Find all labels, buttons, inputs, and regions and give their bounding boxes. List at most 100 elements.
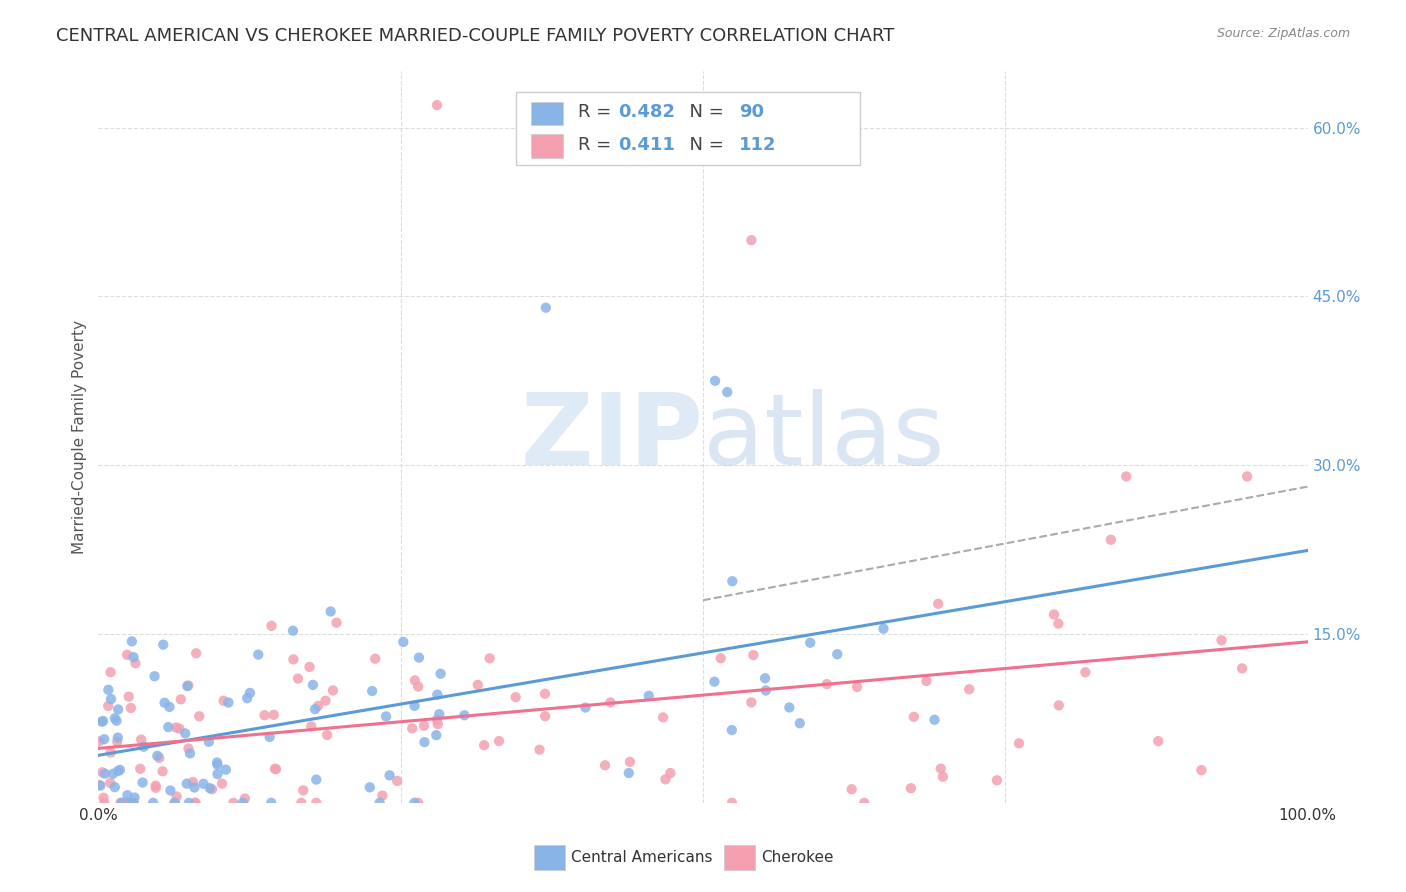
Point <box>654 772 676 787</box>
Point <box>132 739 155 754</box>
Point <box>305 772 328 787</box>
Point <box>233 791 256 805</box>
Point <box>325 615 347 630</box>
Point <box>292 783 315 797</box>
Point <box>929 762 952 776</box>
Point <box>115 648 138 662</box>
Point <box>163 796 186 810</box>
Point <box>100 746 122 760</box>
Point <box>427 707 450 722</box>
Point <box>1147 734 1170 748</box>
Point <box>472 738 495 752</box>
Point <box>426 98 449 112</box>
Point <box>89 779 111 793</box>
Text: Source: ZipAtlas.com: Source: ZipAtlas.com <box>1216 27 1350 40</box>
Text: CENTRAL AMERICAN VS CHEROKEE MARRIED-COUPLE FAMILY POVERTY CORRELATION CHART: CENTRAL AMERICAN VS CHEROKEE MARRIED-COU… <box>56 27 894 45</box>
Point <box>211 776 233 790</box>
Point <box>915 673 938 688</box>
FancyBboxPatch shape <box>516 92 860 165</box>
Point <box>177 679 200 693</box>
Point <box>378 768 401 782</box>
Point <box>170 692 193 706</box>
Point <box>659 766 682 780</box>
Point <box>198 735 221 749</box>
Point <box>299 719 322 733</box>
Point <box>122 650 145 665</box>
Point <box>100 692 122 706</box>
Point <box>107 764 129 778</box>
Point <box>107 702 129 716</box>
Point <box>755 683 778 698</box>
Point <box>305 796 328 810</box>
Point <box>90 714 112 729</box>
Point <box>401 722 423 736</box>
Point <box>534 687 557 701</box>
Point <box>122 796 145 810</box>
Point <box>104 780 127 794</box>
Point <box>201 782 224 797</box>
Point <box>815 677 838 691</box>
Point <box>408 650 430 665</box>
Point <box>593 758 616 772</box>
Point <box>637 689 659 703</box>
Point <box>322 683 344 698</box>
Point <box>152 764 174 779</box>
Point <box>368 796 391 810</box>
Point <box>232 796 254 810</box>
Point <box>1047 616 1070 631</box>
Point <box>174 726 197 740</box>
Text: N =: N = <box>678 136 730 154</box>
Point <box>166 789 188 804</box>
Point <box>406 796 429 810</box>
Point <box>212 694 235 708</box>
Point <box>159 699 181 714</box>
Point <box>152 638 174 652</box>
Point <box>287 672 309 686</box>
Point <box>177 796 200 810</box>
Point <box>120 701 142 715</box>
Point <box>129 732 152 747</box>
Point <box>207 767 229 781</box>
Point <box>617 766 640 780</box>
Point <box>193 777 215 791</box>
Point <box>846 680 869 694</box>
Point <box>404 796 426 810</box>
Point <box>704 374 727 388</box>
Point <box>239 686 262 700</box>
Point <box>205 756 228 770</box>
Point <box>429 666 451 681</box>
Point <box>121 634 143 648</box>
Point <box>425 728 447 742</box>
Text: Cherokee: Cherokee <box>761 850 834 864</box>
Point <box>129 762 152 776</box>
Text: R =: R = <box>578 136 623 154</box>
Point <box>1189 763 1212 777</box>
Point <box>1099 533 1122 547</box>
Point <box>124 790 146 805</box>
Point <box>253 708 276 723</box>
Point <box>841 782 863 797</box>
Point <box>1115 469 1137 483</box>
Text: 90: 90 <box>740 103 765 121</box>
Point <box>93 796 115 810</box>
Point <box>105 714 128 728</box>
Point <box>176 777 198 791</box>
Point <box>385 773 408 788</box>
Point <box>146 748 169 763</box>
Point <box>375 709 398 723</box>
Point <box>263 707 285 722</box>
Point <box>716 385 738 400</box>
Point <box>181 775 204 789</box>
Text: ZIP: ZIP <box>520 389 703 485</box>
Text: 0.411: 0.411 <box>619 136 675 154</box>
Point <box>105 734 128 748</box>
Point <box>215 763 238 777</box>
Point <box>124 656 146 670</box>
Point <box>159 783 181 797</box>
Point <box>534 301 557 315</box>
Point <box>599 695 621 709</box>
Point <box>467 678 489 692</box>
Point <box>264 762 287 776</box>
Point <box>872 622 894 636</box>
Point <box>778 700 800 714</box>
